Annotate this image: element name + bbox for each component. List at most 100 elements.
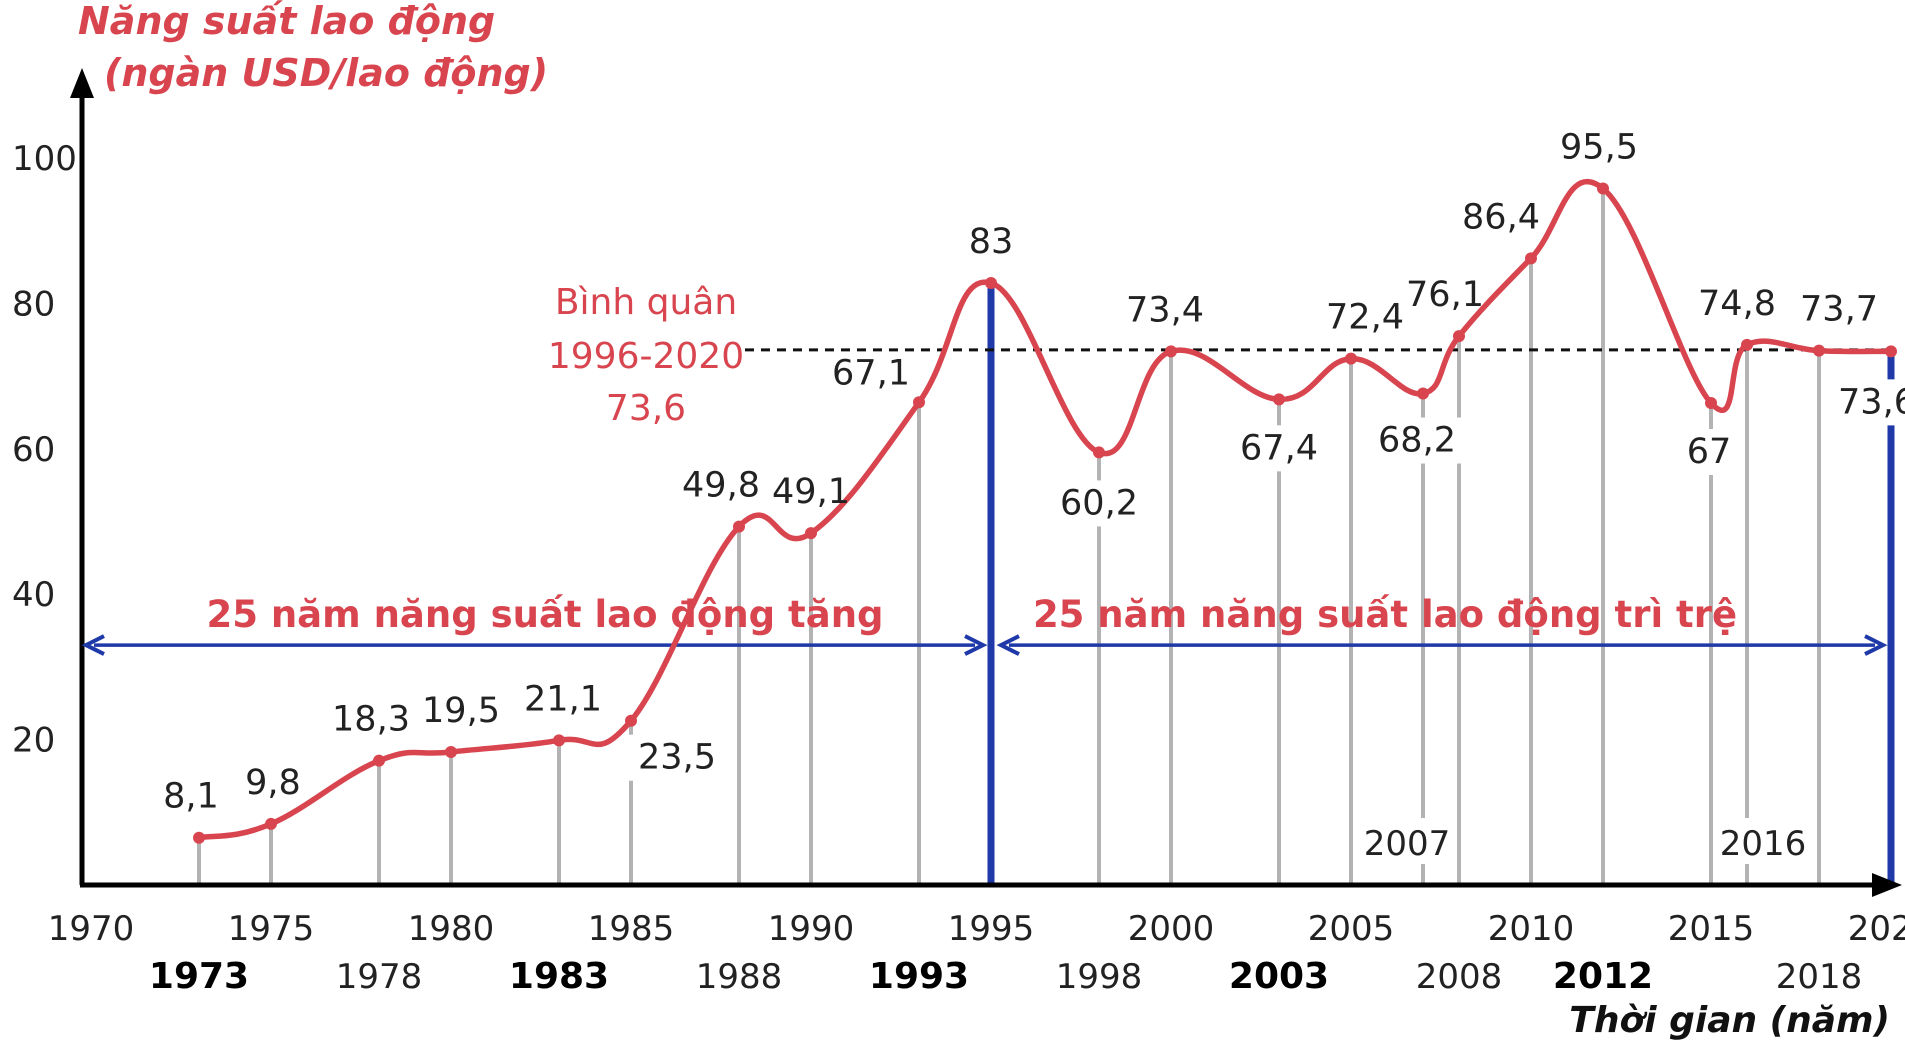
y-tick-label-60: 60 <box>12 430 55 470</box>
inner-year-label-2007: 2007 <box>1364 824 1451 864</box>
x-tick-label-1983: 1983 <box>509 956 609 997</box>
data-label-1983: 21,1 <box>524 679 602 719</box>
data-label-1988: 49,8 <box>682 466 760 506</box>
series-productivity <box>193 178 1897 844</box>
x-tick-label-2010: 2010 <box>1488 909 1575 949</box>
x-tick-label-2008: 2008 <box>1416 957 1503 997</box>
data-label-2003: 67,4 <box>1240 428 1318 468</box>
data-label-1990: 49,1 <box>772 472 850 512</box>
period-arrows: 25 năm năng suất lao động tăng 25 năm năn… <box>81 593 1888 656</box>
inner-year-label-2016: 2016 <box>1720 824 1807 864</box>
tick-labels: 20 40 60 80 100 1970 1975 1980 1985 1990 1995 2000 2… <box>12 139 1905 997</box>
data-label-bg-2007 <box>1369 417 1465 464</box>
data-label-2007: 68,2 <box>1378 421 1456 461</box>
data-label-2012: 95,5 <box>1560 128 1638 168</box>
data-label-1993: 67,1 <box>832 353 910 393</box>
y-tick-label-20: 20 <box>12 721 55 761</box>
data-label-bg-1985 <box>629 734 725 781</box>
x-tick-label-2003: 2003 <box>1229 956 1329 997</box>
data-point-1980 <box>445 745 457 758</box>
period-arrow-right-head-2 <box>1864 634 1888 656</box>
x-tick-label-1995: 1995 <box>948 909 1035 949</box>
y-tick-label-100: 100 <box>12 139 77 179</box>
data-point-1975 <box>265 817 277 830</box>
x-axis-arrow-icon <box>1872 873 1902 897</box>
data-label-2020: 73,6 <box>1838 382 1905 422</box>
period-label-1: 25 năm năng suất lao động tăng <box>206 593 883 636</box>
data-point-1973 <box>193 831 205 844</box>
period-arrow-left-head-1 <box>81 634 105 656</box>
y-tick-label-40: 40 <box>12 575 55 615</box>
data-label-bg-2020 <box>1829 379 1905 426</box>
x-tick-label-1978: 1978 <box>336 957 423 997</box>
data-point-1983 <box>553 734 565 747</box>
data-point-1998 <box>1093 446 1105 459</box>
x-tick-label-1973: 1973 <box>149 956 249 997</box>
data-label-1998: 60,2 <box>1060 483 1138 523</box>
data-label-2005: 72,4 <box>1326 298 1404 338</box>
x-tick-label-1985: 1985 <box>588 909 675 949</box>
data-point-1988 <box>733 520 745 533</box>
period-label-2: 25 năm năng suất lao động trì trệ <box>1033 593 1737 636</box>
data-label-2010: 86,4 <box>1462 197 1540 237</box>
average-label-line1: Bình quân <box>555 282 737 323</box>
data-label-2000: 73,4 <box>1126 290 1204 330</box>
y-axis-title-line1: Năng suất lao động <box>78 0 495 43</box>
x-tick-label-1980: 1980 <box>408 909 495 949</box>
data-point-2000 <box>1165 345 1177 358</box>
drop-lines <box>197 188 1895 885</box>
data-labels: 8,1 9,8 18,3 19,5 21,1 23,5 49,8 49,1 67,1 83 60,2… <box>163 128 1905 864</box>
x-tick-label-1970: 1970 <box>48 909 135 949</box>
data-point-2016 <box>1741 338 1753 351</box>
y-axis-arrow-icon <box>70 68 94 98</box>
x-tick-label-2000: 2000 <box>1128 909 1215 949</box>
x-tick-label-2012: 2012 <box>1553 956 1653 997</box>
period-arrow-right-head-1 <box>964 634 988 656</box>
data-label-2018: 73,7 <box>1800 290 1878 330</box>
series-line <box>198 178 1892 841</box>
period-arrow-left-head-2 <box>996 634 1020 656</box>
data-point-1978 <box>373 754 385 767</box>
data-point-2012 <box>1597 182 1609 195</box>
data-label-2008: 76,1 <box>1406 275 1484 315</box>
x-tick-label-2015: 2015 <box>1668 909 1755 949</box>
data-label-1980: 19,5 <box>422 691 500 731</box>
data-label-1978: 18,3 <box>332 700 410 740</box>
data-point-1990 <box>805 527 817 540</box>
data-label-2016: 74,8 <box>1698 284 1776 324</box>
data-point-2003 <box>1273 393 1285 406</box>
average-label-value: 73,6 <box>606 388 686 429</box>
data-point-2020 <box>1885 345 1897 358</box>
x-tick-label-2018: 2018 <box>1776 957 1863 997</box>
data-label-2015: 67 <box>1687 432 1732 472</box>
x-axis-title: Thời gian (năm) <box>1569 1000 1890 1040</box>
data-label-bg-2003 <box>1231 425 1327 472</box>
x-tick-label-1998: 1998 <box>1056 957 1143 997</box>
data-label-bg-1998 <box>1051 480 1147 527</box>
average-line: Bình quân 1996-2020 73,6 <box>548 282 1891 429</box>
data-point-2007 <box>1417 387 1429 400</box>
inner-year-bg-2016 <box>1717 818 1809 864</box>
data-point-2010 <box>1525 252 1537 265</box>
data-point-2018 <box>1813 344 1825 357</box>
x-tick-label-1993: 1993 <box>869 956 969 997</box>
average-label-line2: 1996-2020 <box>548 336 744 377</box>
axes <box>70 68 1902 897</box>
y-axis-title-line2: (ngàn USD/lao động) <box>104 51 548 95</box>
data-label-1995: 83 <box>969 222 1014 262</box>
x-tick-label-2005: 2005 <box>1308 909 1395 949</box>
data-point-2008 <box>1453 330 1465 343</box>
data-label-bg-2015 <box>1682 428 1736 475</box>
x-tick-label-1990: 1990 <box>768 909 855 949</box>
data-point-2005 <box>1345 352 1357 365</box>
data-point-2015 <box>1705 396 1717 409</box>
x-tick-label-2020: 2020 <box>1848 909 1905 949</box>
inner-year-bg-2007 <box>1361 818 1453 864</box>
data-point-1985 <box>625 714 637 727</box>
y-tick-label-80: 80 <box>12 284 55 324</box>
x-tick-label-1975: 1975 <box>228 909 315 949</box>
data-label-1975: 9,8 <box>245 763 301 803</box>
data-label-1973: 8,1 <box>163 777 219 817</box>
